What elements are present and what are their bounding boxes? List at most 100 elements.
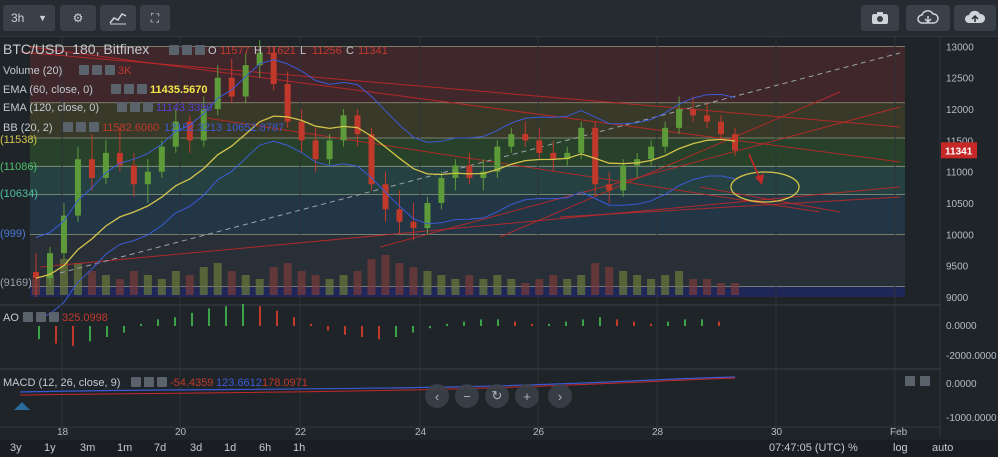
- zoom-out-button[interactable]: −: [455, 384, 479, 408]
- volume-bar: [367, 259, 376, 295]
- level-label: (999): [0, 228, 26, 240]
- ao-bar: [276, 310, 278, 326]
- gear-icon[interactable]: ⚙: [60, 5, 96, 31]
- volume-bar: [409, 267, 418, 295]
- volume-bar: [213, 263, 222, 295]
- y-tick-label: 9000: [946, 293, 969, 304]
- ao-bar: [718, 321, 720, 326]
- candle-body: [704, 115, 711, 122]
- arrow-shaft: [748, 153, 761, 180]
- volume-bar: [129, 271, 138, 295]
- indicators-icon[interactable]: [100, 5, 136, 31]
- timeframe-3m[interactable]: 3m: [80, 442, 96, 454]
- volume-bar: [675, 271, 684, 295]
- y-tick-label: 11000: [946, 168, 974, 179]
- top-toolbar: 3h ▼ ⚙ ⛶: [0, 0, 998, 37]
- candle-body: [242, 65, 249, 97]
- zoom-in-button[interactable]: +: [515, 384, 539, 408]
- ao-bar: [157, 319, 159, 326]
- volume-bar: [381, 255, 390, 295]
- ao-bar: [599, 317, 601, 326]
- scroll-right-button[interactable]: ›: [548, 384, 572, 408]
- volume-bar: [45, 275, 54, 295]
- volume-bar: [227, 271, 236, 295]
- ema120-value: 11143.3390: [156, 102, 212, 114]
- ao-bar: [123, 326, 125, 333]
- ao-bar: [650, 323, 652, 326]
- price-chart[interactable]: (11538) (11086) (10634) (999) (9169) 13000 12…: [0, 37, 998, 437]
- ema120-label: EMA (120, close, 0): [3, 102, 99, 114]
- ao-bar: [497, 319, 499, 326]
- volume-bar: [339, 275, 348, 295]
- trendline: [699, 186, 841, 213]
- candle-body: [116, 152, 123, 166]
- x-tick-label: 18: [57, 427, 69, 437]
- candle-body: [690, 109, 697, 116]
- cloud-download-icon[interactable]: [906, 5, 950, 31]
- camera-icon[interactable]: [861, 5, 899, 31]
- volume-bar: [143, 275, 152, 295]
- volume-bar: [633, 275, 642, 295]
- ao-bar: [701, 319, 703, 326]
- volume-bar: [661, 275, 670, 295]
- scroll-left-button[interactable]: ‹: [425, 384, 449, 408]
- candle-body: [284, 83, 291, 122]
- ao-bar: [514, 321, 516, 326]
- percent-toggle[interactable]: %: [848, 442, 858, 454]
- volume-bar: [171, 271, 180, 295]
- ao-bar: [667, 321, 669, 326]
- gear-icon: [92, 65, 102, 75]
- ao-bar: [106, 326, 108, 337]
- ao-value: 325.0998: [62, 312, 108, 324]
- timeframe-1h[interactable]: 1h: [293, 442, 306, 454]
- candle-body: [620, 165, 627, 191]
- candle-body: [130, 165, 137, 185]
- candle-body: [396, 209, 403, 222]
- candle-body: [340, 115, 347, 141]
- timeframe-3d[interactable]: 3d: [190, 442, 203, 454]
- status-time: 07:47:05 (UTC): [769, 442, 845, 454]
- reset-button[interactable]: ↻: [485, 384, 509, 408]
- gear-icon: [124, 84, 134, 94]
- arrow-head: [755, 174, 764, 185]
- x-tick-label: Feb: [890, 427, 908, 437]
- timeframe-6h[interactable]: 6h: [259, 442, 272, 454]
- volume-bar: [689, 279, 698, 295]
- ao-bar: [55, 326, 57, 344]
- cloud-upload-icon[interactable]: [954, 5, 996, 31]
- eye-icon: [23, 312, 33, 322]
- volume-bar: [241, 275, 250, 295]
- candle-body: [550, 152, 557, 160]
- interval-selector[interactable]: 3h ▼: [3, 5, 55, 31]
- timeframe-7d[interactable]: 7d: [154, 442, 167, 454]
- fullscreen-icon[interactable]: ⛶: [140, 5, 170, 31]
- volume-bar: [269, 267, 278, 295]
- trendline: [559, 196, 901, 218]
- candle-body: [256, 52, 263, 66]
- ao-bar: [531, 323, 533, 326]
- candle-body: [144, 171, 151, 185]
- volume-label: Volume (20): [3, 65, 62, 77]
- y-axis-panel: [940, 37, 998, 437]
- symbol-label: BTC/USD, 180, Bitfinex: [3, 41, 149, 57]
- close-icon: [105, 65, 115, 75]
- ao-bar: [191, 312, 193, 326]
- ema60-line: [35, 115, 736, 279]
- timeframe-1d[interactable]: 1d: [224, 442, 237, 454]
- timeframe-3y[interactable]: 3y: [10, 442, 22, 454]
- macd-hist-value: -54.4359: [170, 377, 213, 389]
- candle-body: [522, 134, 529, 141]
- timeframe-1y[interactable]: 1y: [44, 442, 56, 454]
- candle-body: [452, 165, 459, 178]
- auto-toggle[interactable]: auto: [932, 442, 954, 454]
- timeframe-1m[interactable]: 1m: [117, 442, 133, 454]
- volume-bar: [297, 271, 306, 295]
- ao-bar: [616, 319, 618, 326]
- log-toggle[interactable]: log: [893, 442, 908, 454]
- y-tick-label: 10000: [946, 230, 974, 241]
- last-price-badge: [941, 142, 977, 159]
- volume-bar: [87, 271, 96, 295]
- volume-bar: [605, 267, 614, 295]
- ao-bar: [582, 319, 584, 326]
- volume-bar: [283, 263, 292, 295]
